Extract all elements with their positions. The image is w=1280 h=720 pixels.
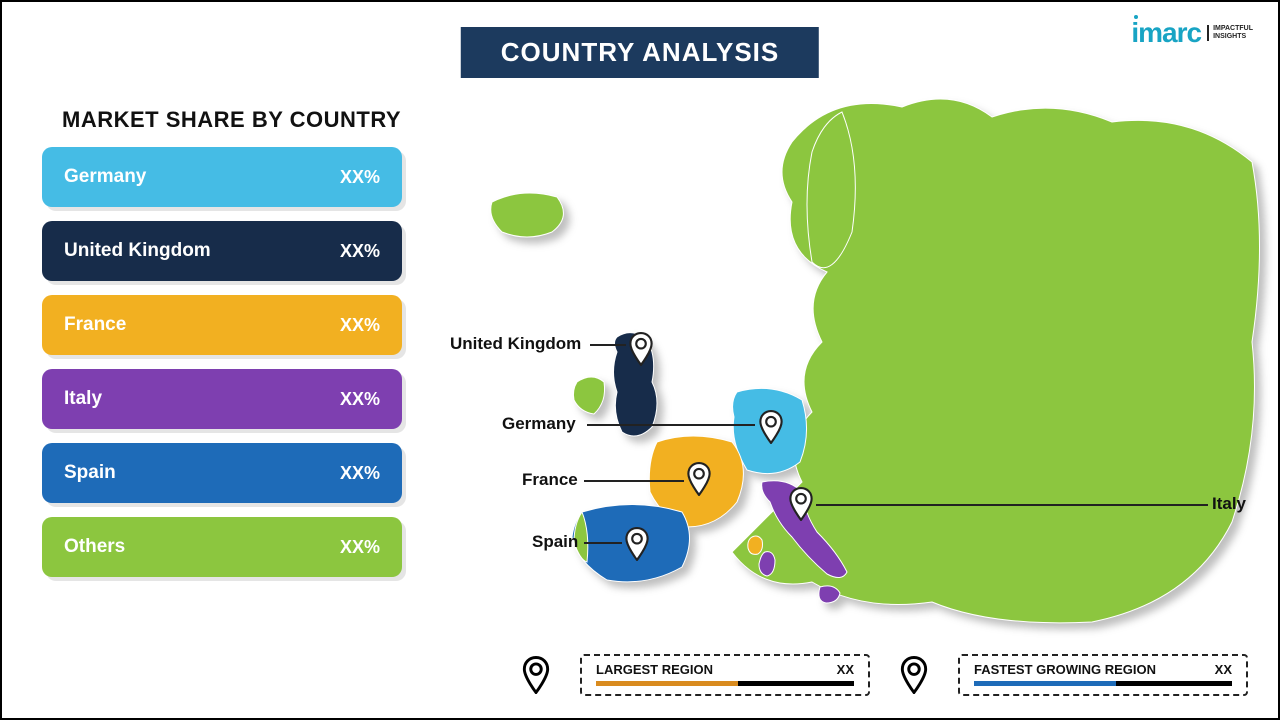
region-italy — [759, 552, 775, 576]
legend-value: XX — [837, 662, 854, 677]
bar-spain: Spain XX% — [42, 443, 402, 503]
bar-value: XX% — [340, 167, 380, 188]
bar-france: France XX% — [42, 295, 402, 355]
callout-line — [587, 424, 755, 426]
pin-icon — [900, 656, 928, 694]
market-share-bars: Germany XX% United Kingdom XX% France XX… — [42, 147, 402, 577]
map-label-italy: Italy — [1212, 494, 1246, 514]
bar-others: Others XX% — [42, 517, 402, 577]
callout-line — [584, 542, 622, 544]
bar-value: XX% — [340, 537, 380, 558]
bar-value: XX% — [340, 241, 380, 262]
bar-value: XX% — [340, 463, 380, 484]
bar-value: XX% — [340, 315, 380, 336]
brand-logo: imarc IMPACTFULINSIGHTS — [1131, 17, 1253, 49]
europe-map: United Kingdom Germany France Spain Ital… — [432, 82, 1272, 642]
pin-icon — [758, 410, 784, 444]
legend-line — [974, 681, 1232, 686]
legend-label: LARGEST REGION — [596, 662, 713, 677]
pin-icon — [522, 656, 550, 694]
legend-fastest: FASTEST GROWING REGION XX — [958, 654, 1248, 696]
logo-text: imarc — [1131, 17, 1201, 49]
bar-label: United Kingdom — [64, 240, 211, 262]
callout-line — [584, 480, 684, 482]
bar-label: France — [64, 314, 126, 336]
pin-icon — [624, 527, 650, 561]
bar-value: XX% — [340, 389, 380, 410]
map-label-france: France — [522, 470, 578, 490]
map-label-spain: Spain — [532, 532, 578, 552]
map-label-germany: Germany — [502, 414, 576, 434]
callout-line — [816, 504, 1208, 506]
legend-line — [596, 681, 854, 686]
legend-value: XX — [1215, 662, 1232, 677]
bar-germany: Germany XX% — [42, 147, 402, 207]
region-france — [748, 536, 763, 554]
legend-row: LARGEST REGION XX FASTEST GROWING REGION… — [522, 654, 1248, 696]
legend-largest: LARGEST REGION XX — [580, 654, 870, 696]
map-label-uk: United Kingdom — [450, 334, 581, 354]
page-title: COUNTRY ANALYSIS — [461, 27, 819, 78]
section-title: MARKET SHARE BY COUNTRY — [62, 107, 401, 133]
callout-line — [590, 344, 626, 346]
bar-italy: Italy XX% — [42, 369, 402, 429]
bar-uk: United Kingdom XX% — [42, 221, 402, 281]
bar-label: Germany — [64, 166, 146, 188]
bar-label: Spain — [64, 462, 116, 484]
region-iceland — [491, 193, 564, 237]
pin-icon — [788, 487, 814, 521]
pin-icon — [686, 462, 712, 496]
legend-label: FASTEST GROWING REGION — [974, 662, 1156, 677]
logo-tagline: IMPACTFULINSIGHTS — [1207, 25, 1253, 41]
bar-label: Italy — [64, 388, 102, 410]
pin-icon — [628, 332, 654, 366]
bar-label: Others — [64, 536, 125, 558]
region-ireland — [573, 377, 604, 414]
